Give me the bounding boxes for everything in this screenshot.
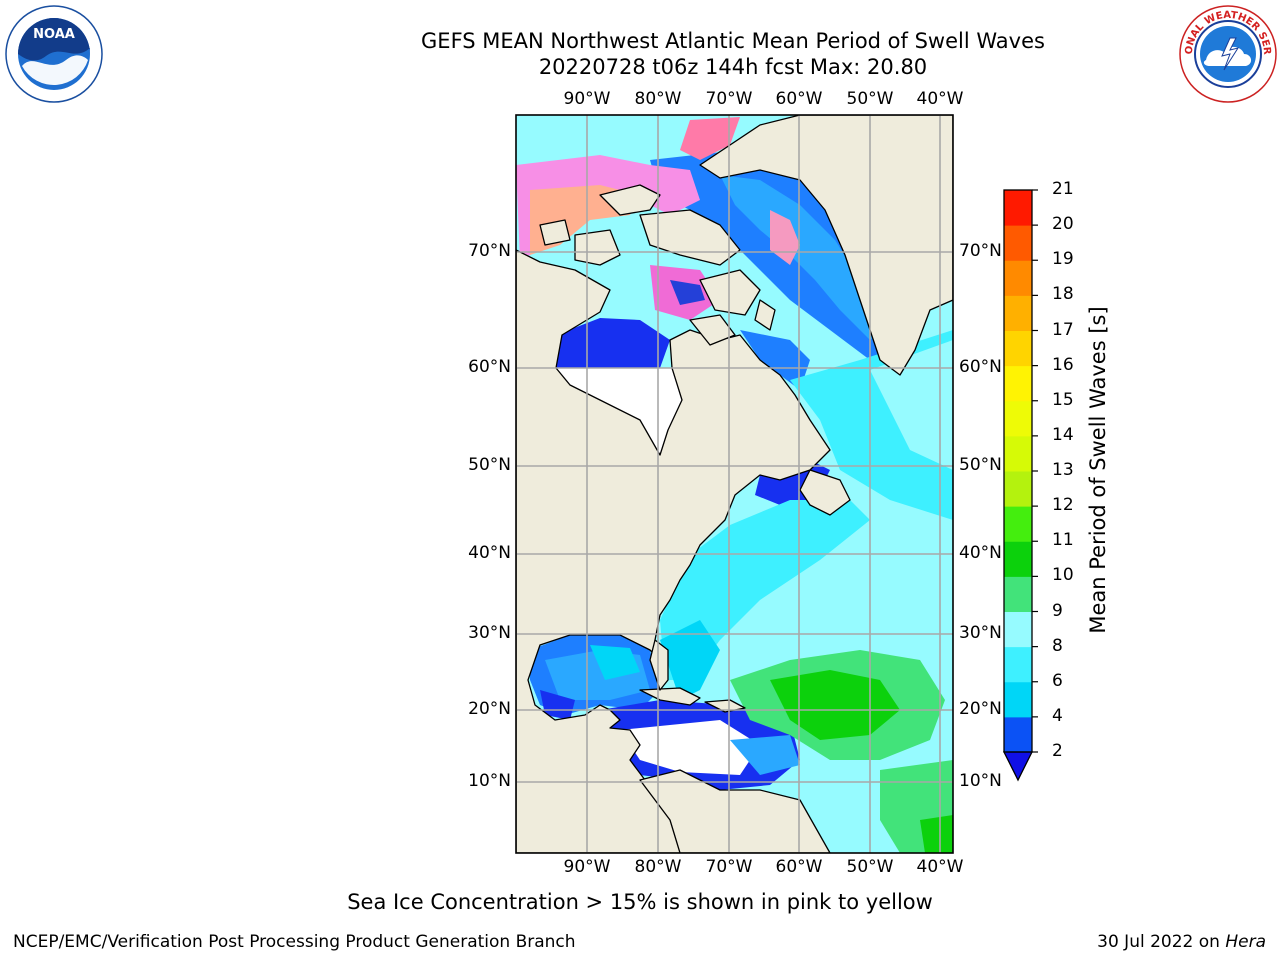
lat-label-left-70n: 70°N	[468, 241, 511, 261]
colorbar-tick-label: 14	[1052, 424, 1074, 445]
lat-label-left-30n: 30°N	[468, 623, 511, 643]
colorbar-segment	[1004, 716, 1032, 753]
colorbar-segment	[1004, 365, 1032, 402]
lat-label-left-50n: 50°N	[468, 455, 511, 475]
footer-date-prefix: 30 Jul 2022 on	[1097, 932, 1226, 952]
lon-label-bottom-90w: 90°W	[563, 857, 611, 877]
colorbar-tick-label: 18	[1052, 284, 1074, 305]
lat-label-left-10n: 10°N	[468, 771, 511, 791]
lon-label-top-60w: 60°W	[775, 89, 823, 109]
footer-host: Hera	[1225, 932, 1266, 952]
lon-label-bottom-40w: 40°W	[916, 857, 964, 877]
sea-ice-note: Sea Ice Concentration > 15% is shown in …	[347, 890, 933, 914]
graticule	[516, 115, 953, 853]
colorbar-tick-label: 6	[1052, 670, 1063, 691]
colorbar-tick-label: 10	[1052, 565, 1074, 586]
colorbar	[1002, 189, 1038, 782]
colorbar-tick-label: 9	[1052, 600, 1063, 621]
noaa-logo: NOAA	[5, 5, 103, 103]
colorbar-segment	[1004, 506, 1032, 542]
colorbar-under-triangle	[1002, 751, 1034, 782]
colorbar-segment	[1004, 541, 1032, 577]
colorbar-segment	[1004, 646, 1032, 683]
lat-label-left-20n: 20°N	[468, 699, 511, 719]
lat-label-right-20n: 20°N	[959, 699, 1002, 719]
colorbar-tick-label: 4	[1052, 705, 1063, 726]
lat-label-right-50n: 50°N	[959, 455, 1002, 475]
map-title: GEFS MEAN Northwest Atlantic Mean Period…	[421, 29, 1045, 53]
colorbar-segment	[1004, 225, 1032, 261]
colorbar-tick-label: 20	[1052, 214, 1074, 235]
colorbar-tick-label: 21	[1052, 179, 1074, 199]
lon-label-bottom-70w: 70°W	[705, 857, 753, 877]
colorbar-segment	[1004, 295, 1032, 331]
colorbar-tick-label: 2	[1052, 741, 1063, 761]
lat-label-right-10n: 10°N	[959, 771, 1002, 791]
lat-label-left-60n: 60°N	[468, 357, 511, 377]
lon-label-bottom-50w: 50°W	[846, 857, 894, 877]
colorbar-segment	[1004, 611, 1032, 648]
lon-label-top-90w: 90°W	[563, 89, 611, 109]
colorbar-segment	[1004, 576, 1032, 612]
lat-label-right-70n: 70°N	[959, 241, 1002, 261]
lat-label-left-40n: 40°N	[468, 543, 511, 563]
colorbar-segment	[1004, 190, 1032, 226]
lon-label-top-80w: 80°W	[634, 89, 682, 109]
colorbar-tick-label: 15	[1052, 389, 1074, 410]
map-frame	[515, 114, 954, 854]
footer-date: 30 Jul 2022 on Hera	[1097, 932, 1266, 952]
colorbar-tick-label: 11	[1052, 530, 1074, 551]
map-subtitle: 20220728 t06z 144h fcst Max: 20.80	[538, 55, 928, 79]
lon-label-bottom-60w: 60°W	[775, 857, 823, 877]
colorbar-tick-label: 8	[1052, 635, 1063, 656]
colorbar-tick-label: 16	[1052, 354, 1074, 375]
hudson-bay-field	[556, 318, 670, 368]
lon-label-top-70w: 70°W	[705, 89, 753, 109]
colorbar-segment	[1004, 471, 1032, 507]
lon-label-top-40w: 40°W	[916, 89, 964, 109]
lat-label-right-60n: 60°N	[959, 357, 1002, 377]
colorbar-segment	[1004, 435, 1032, 472]
colorbar-tick-label: 13	[1052, 460, 1074, 480]
colorbar-segment	[1004, 260, 1032, 296]
footer-credit: NCEP/EMC/Verification Post Processing Pr…	[13, 932, 576, 952]
colorbar-segment	[1004, 330, 1032, 367]
lon-label-bottom-80w: 80°W	[634, 857, 682, 877]
land-masses	[516, 115, 953, 853]
colorbar-segment	[1004, 400, 1032, 437]
lon-label-top-50w: 50°W	[846, 89, 894, 109]
noaa-logo-text: NOAA	[33, 27, 75, 42]
nws-logo: NATIONAL WEATHER SERVICE	[1178, 4, 1277, 103]
lat-label-right-40n: 40°N	[959, 543, 1002, 563]
colorbar-tick-label: 17	[1052, 319, 1074, 340]
colorbar-tick-label: 19	[1052, 249, 1074, 270]
lat-label-right-30n: 30°N	[959, 623, 1002, 643]
colorbar-title: Mean Period of Swell Waves [s]	[1086, 306, 1110, 634]
colorbar-segment	[1004, 681, 1032, 718]
colorbar-tick-label: 12	[1052, 495, 1074, 516]
